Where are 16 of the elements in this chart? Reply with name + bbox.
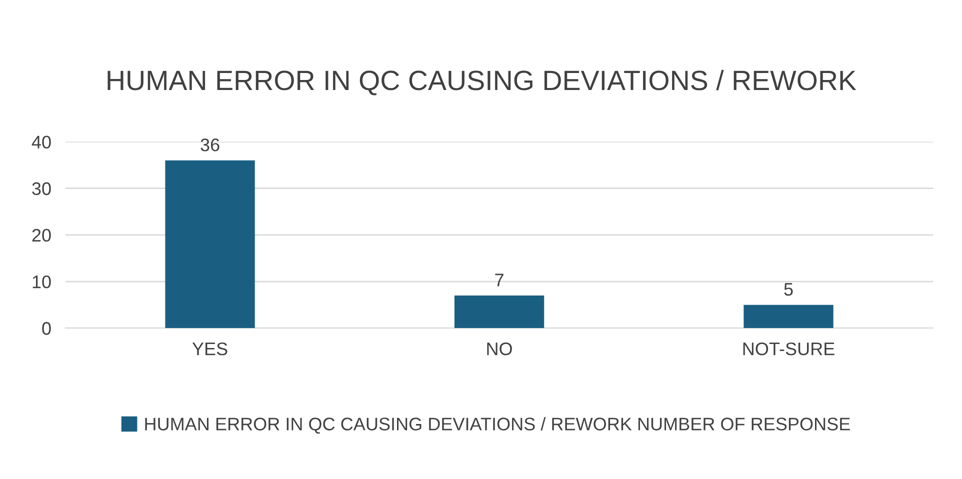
data-label: 7: [495, 274, 504, 286]
data-label: 36: [200, 138, 220, 152]
chart-title: HUMAN ERROR IN QC CAUSING DEVIATIONS / REWORK: [108, 70, 856, 96]
data-label: 5: [784, 283, 793, 296]
y-tick-label: 30: [32, 182, 51, 196]
y-tick-label: 20: [32, 228, 51, 242]
bar: [165, 160, 255, 328]
y-tick-label: 40: [32, 136, 51, 149]
bar: [454, 296, 544, 328]
x-tick-label: NOT-SURE: [743, 342, 834, 356]
x-tick-label: YES: [192, 342, 228, 356]
bar: [744, 304, 834, 328]
y-tick-label: 10: [32, 275, 51, 288]
y-tick-label: 0: [42, 322, 51, 335]
x-tick-label: NO: [487, 342, 512, 356]
legend-label: HUMAN ERROR IN QC CAUSING DEVIATIONS / REWORK NUMBER OF RESPONSE: [145, 417, 850, 434]
